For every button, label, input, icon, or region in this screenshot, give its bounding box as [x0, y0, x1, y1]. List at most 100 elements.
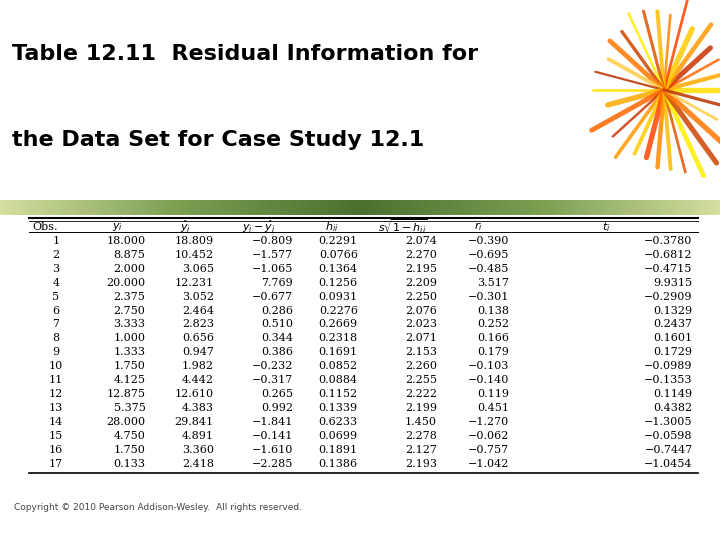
Text: −0.062: −0.062	[468, 431, 509, 441]
Text: 4.750: 4.750	[114, 431, 145, 441]
Text: −0.485: −0.485	[468, 264, 509, 274]
Text: −1.0454: −1.0454	[644, 459, 693, 469]
Text: 2.153: 2.153	[405, 347, 437, 357]
Text: 0.265: 0.265	[261, 389, 293, 399]
Text: 3.052: 3.052	[182, 292, 214, 302]
Text: 0.451: 0.451	[477, 403, 509, 413]
Text: 15: 15	[49, 431, 63, 441]
Text: 0.0766: 0.0766	[319, 249, 358, 260]
Text: 20.000: 20.000	[107, 278, 145, 288]
Text: 0.179: 0.179	[477, 347, 509, 357]
Text: $y_i - \hat{y}_i$: $y_i - \hat{y}_i$	[243, 219, 276, 235]
Text: 2.071: 2.071	[405, 333, 437, 343]
Text: $t_i$: $t_i$	[603, 220, 611, 234]
Text: 0.0931: 0.0931	[319, 292, 358, 302]
Text: 8.875: 8.875	[114, 249, 145, 260]
Text: 0.0699: 0.0699	[319, 431, 358, 441]
Text: 10: 10	[49, 361, 63, 372]
Text: 0.510: 0.510	[261, 320, 293, 329]
Text: 4.442: 4.442	[182, 375, 214, 385]
Text: 12.231: 12.231	[175, 278, 214, 288]
Text: 1.450: 1.450	[405, 417, 437, 427]
Text: −0.2909: −0.2909	[644, 292, 693, 302]
Text: 4: 4	[53, 278, 59, 288]
Text: 3.360: 3.360	[182, 445, 214, 455]
Text: 3.065: 3.065	[182, 264, 214, 274]
Text: 2.000: 2.000	[114, 264, 145, 274]
Text: 2.076: 2.076	[405, 306, 437, 315]
Text: 0.1256: 0.1256	[319, 278, 358, 288]
Text: −0.0989: −0.0989	[644, 361, 693, 372]
Text: 13: 13	[49, 403, 63, 413]
Text: 8: 8	[53, 333, 59, 343]
Text: 10.452: 10.452	[175, 249, 214, 260]
Text: Obs.: Obs.	[32, 222, 58, 232]
Text: 0.386: 0.386	[261, 347, 293, 357]
Text: 0.0884: 0.0884	[319, 375, 358, 385]
Text: 9.9315: 9.9315	[654, 278, 693, 288]
Text: 2.209: 2.209	[405, 278, 437, 288]
Text: 18.809: 18.809	[175, 236, 214, 246]
Text: 0.133: 0.133	[114, 459, 145, 469]
Text: 0.344: 0.344	[261, 333, 293, 343]
Text: Copyright © 2010 Pearson Addison-Wesley.  All rights reserved.: Copyright © 2010 Pearson Addison-Wesley.…	[14, 503, 302, 511]
Text: 2.418: 2.418	[182, 459, 214, 469]
Text: 3: 3	[53, 264, 59, 274]
Text: 2.195: 2.195	[405, 264, 437, 274]
Text: 9: 9	[53, 347, 59, 357]
Text: 2.750: 2.750	[114, 306, 145, 315]
Text: 0.1364: 0.1364	[319, 264, 358, 274]
Text: 2.464: 2.464	[182, 306, 214, 315]
Text: 2.023: 2.023	[405, 320, 437, 329]
Text: 0.4382: 0.4382	[654, 403, 693, 413]
Text: −1.042: −1.042	[468, 459, 509, 469]
Text: 0.1601: 0.1601	[654, 333, 693, 343]
Text: 0.252: 0.252	[477, 320, 509, 329]
Text: 2.278: 2.278	[405, 431, 437, 441]
Text: 28.000: 28.000	[107, 417, 145, 427]
Text: −0.757: −0.757	[468, 445, 509, 455]
Text: 29.841: 29.841	[175, 417, 214, 427]
Text: 1: 1	[53, 236, 59, 246]
Text: −0.1353: −0.1353	[644, 375, 693, 385]
Text: −0.3780: −0.3780	[644, 236, 693, 246]
Text: 18.000: 18.000	[107, 236, 145, 246]
Text: 0.286: 0.286	[261, 306, 293, 315]
Text: 2.127: 2.127	[405, 445, 437, 455]
Text: the Data Set for Case Study 12.1: the Data Set for Case Study 12.1	[12, 130, 425, 150]
Text: 3.517: 3.517	[477, 278, 509, 288]
Text: $r_i$: $r_i$	[474, 220, 483, 233]
Text: 0.947: 0.947	[182, 347, 214, 357]
Text: 3.333: 3.333	[114, 320, 145, 329]
Text: 1.982: 1.982	[182, 361, 214, 372]
Text: −0.809: −0.809	[252, 236, 293, 246]
Text: −0.232: −0.232	[252, 361, 293, 372]
Text: −0.4715: −0.4715	[644, 264, 693, 274]
Text: 0.166: 0.166	[477, 333, 509, 343]
Text: 4.383: 4.383	[182, 403, 214, 413]
Text: 0.656: 0.656	[182, 333, 214, 343]
Text: $s\sqrt{1-h_{ii}}$: $s\sqrt{1-h_{ii}}$	[378, 218, 428, 236]
Text: −0.141: −0.141	[252, 431, 293, 441]
Text: 0.2291: 0.2291	[319, 236, 358, 246]
Text: −1.3005: −1.3005	[644, 417, 693, 427]
Text: −1.065: −1.065	[252, 264, 293, 274]
Text: $y_i$: $y_i$	[112, 221, 122, 233]
Text: 2.250: 2.250	[405, 292, 437, 302]
Text: 4.891: 4.891	[182, 431, 214, 441]
Text: 17: 17	[49, 459, 63, 469]
Text: 4.125: 4.125	[114, 375, 145, 385]
Text: 1.333: 1.333	[114, 347, 145, 357]
Text: 0.6233: 0.6233	[319, 417, 358, 427]
Text: −0.390: −0.390	[468, 236, 509, 246]
Text: 12: 12	[49, 389, 63, 399]
Text: −0.677: −0.677	[252, 292, 293, 302]
Text: 0.1386: 0.1386	[319, 459, 358, 469]
Text: 0.1339: 0.1339	[319, 403, 358, 413]
Text: −0.0598: −0.0598	[644, 431, 693, 441]
Text: 0.0852: 0.0852	[319, 361, 358, 372]
Text: 0.1891: 0.1891	[319, 445, 358, 455]
Text: 2.823: 2.823	[182, 320, 214, 329]
Text: 0.1152: 0.1152	[319, 389, 358, 399]
Text: 0.119: 0.119	[477, 389, 509, 399]
